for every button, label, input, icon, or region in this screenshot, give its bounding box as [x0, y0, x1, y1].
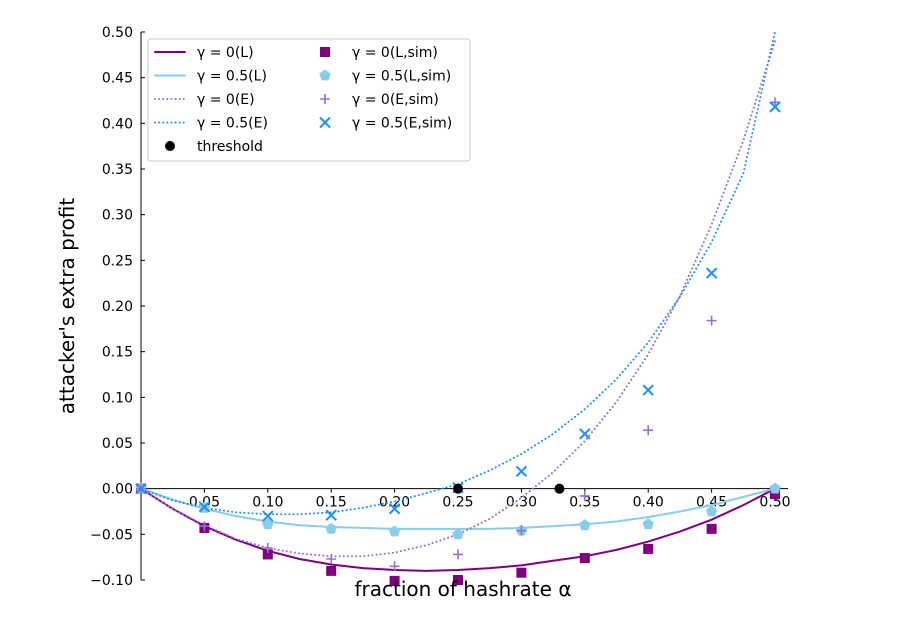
legend-label: γ = 0(E) [197, 92, 255, 108]
y-tick-label: −0.10 [90, 573, 133, 589]
y-tick-label: 0.05 [102, 436, 133, 452]
data-point [516, 567, 527, 578]
x-tick-label: 0.25 [442, 495, 473, 511]
data-point [326, 565, 337, 576]
legend-label: γ = 0.5(E,sim) [352, 116, 452, 132]
data-point [769, 482, 781, 494]
legend-label: γ = 0(L) [197, 45, 254, 61]
x-tick-label: 0.15 [316, 495, 347, 511]
legend-swatch [319, 69, 331, 81]
data-point [453, 483, 463, 494]
series-threshold [453, 483, 565, 494]
y-axis-label: attacker's extra profit [55, 198, 79, 415]
data-point [389, 575, 400, 586]
legend-label: γ = 0(E,sim) [352, 92, 439, 108]
data-point [579, 490, 590, 501]
plot-area [135, 31, 781, 586]
data-point [199, 521, 210, 532]
y-tick-label: 0.40 [102, 116, 133, 132]
series-line [140, 487, 776, 572]
legend-item: γ = 0(L) [154, 45, 254, 61]
data-point [706, 523, 717, 534]
legend-item: γ = 0.5(E) [154, 116, 268, 132]
data-point [262, 510, 274, 522]
legend-label: γ = 0.5(E) [197, 116, 268, 132]
x-tick-label: 0.35 [569, 495, 600, 511]
legend: γ = 0(L) γ = 0.5(L) γ = 0(E) γ = 0.5(E) thre… [147, 38, 471, 162]
data-point [770, 489, 780, 500]
data-point [642, 518, 654, 530]
legend-swatch [165, 141, 175, 151]
legend-label: γ = 0.5(L) [197, 69, 267, 85]
x-tick-label: 0.30 [506, 495, 537, 511]
series-line [140, 40, 776, 558]
data-point [643, 543, 654, 554]
data-point [516, 525, 527, 536]
data-point [388, 503, 401, 515]
x-tick-label: 0.10 [252, 495, 283, 511]
y-tick-label: 0.25 [102, 253, 133, 269]
legend-label: γ = 0.5(L,sim) [352, 69, 451, 85]
data-point [452, 528, 464, 540]
legend-item: γ = 0(L,sim) [320, 45, 438, 61]
data-point [389, 561, 400, 572]
data-point [453, 575, 463, 585]
y-tick-label: 0.20 [102, 299, 133, 315]
legend-item: threshold [165, 139, 263, 155]
data-point [705, 267, 718, 279]
data-point [262, 549, 273, 560]
data-point [769, 101, 781, 113]
data-point [515, 465, 528, 478]
data-point [453, 549, 463, 560]
series-0-5-e-sim [135, 101, 781, 522]
data-point [198, 501, 211, 513]
data-point [642, 384, 654, 396]
legend-label: γ = 0(L,sim) [352, 45, 438, 61]
y-tick-label: 0.10 [102, 390, 133, 406]
x-tick-label: 0.50 [759, 495, 790, 511]
data-point [388, 525, 401, 537]
x-axis-label: fraction of hashrate α [354, 577, 571, 601]
x-tick-label: 0.40 [633, 495, 664, 511]
y-tick-label: 0.35 [102, 162, 133, 178]
data-point [554, 483, 565, 494]
data-point [705, 505, 718, 517]
series-0-l [140, 487, 776, 572]
legend-swatch [320, 94, 330, 104]
legend-item: γ = 0.5(L,sim) [319, 69, 451, 85]
data-point [325, 509, 337, 521]
legend-item: γ = 0.5(E,sim) [319, 116, 452, 132]
data-point [579, 553, 590, 564]
legend-swatch [320, 47, 330, 57]
y-tick-label: 0.30 [102, 208, 133, 224]
legend-swatch [319, 116, 331, 129]
data-point [579, 428, 591, 440]
data-point [325, 522, 337, 534]
data-point [326, 553, 337, 564]
y-tick-label: 0.45 [102, 71, 133, 87]
series-0-e [140, 40, 776, 558]
data-point [643, 425, 654, 436]
data-point [135, 482, 147, 495]
legend-item: γ = 0(E) [154, 92, 255, 108]
legend-label: threshold [197, 139, 263, 155]
data-point [706, 315, 717, 326]
y-tick-label: 0.15 [102, 345, 133, 361]
data-point [579, 519, 591, 531]
data-point [262, 543, 273, 554]
y-tick-label: −0.05 [90, 527, 133, 543]
legend-frame [147, 38, 471, 162]
legend-item: γ = 0(E,sim) [320, 92, 439, 108]
data-point [262, 518, 274, 530]
y-tick-label: 0.50 [102, 25, 133, 41]
legend-item: γ = 0.5(L) [154, 69, 267, 85]
y-tick-label: 0.00 [102, 482, 133, 498]
series-0-e-sim [136, 97, 780, 572]
